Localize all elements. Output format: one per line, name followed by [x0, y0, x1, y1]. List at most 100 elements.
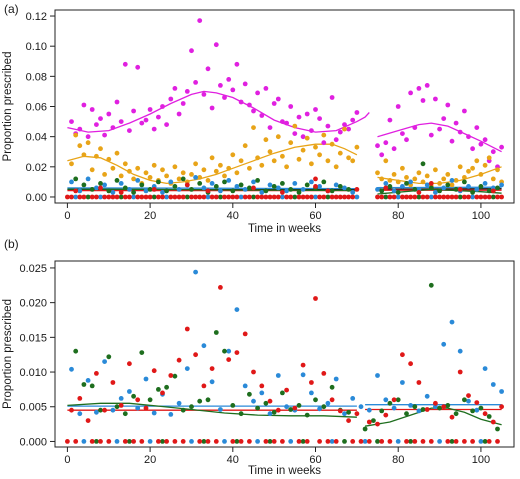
data-point: [437, 188, 442, 194]
data-point: [139, 120, 145, 126]
data-point: [470, 439, 475, 444]
data-point: [218, 285, 223, 290]
x-tick-label: 0: [64, 210, 70, 222]
data-point: [222, 439, 227, 444]
data-point: [284, 404, 289, 410]
data-point: [408, 361, 413, 367]
data-point: [457, 369, 463, 375]
data-point: [226, 194, 232, 200]
data-point: [449, 194, 455, 200]
y-tick-label: 0.10: [26, 41, 47, 53]
data-point: [395, 190, 401, 195]
data-point: [304, 135, 310, 141]
data-point: [400, 131, 405, 137]
data-point: [490, 382, 496, 387]
data-point: [325, 194, 331, 200]
data-point: [321, 194, 327, 200]
data-point: [482, 411, 488, 417]
data-point: [383, 140, 389, 146]
data-point: [114, 404, 120, 410]
data-point: [288, 140, 294, 146]
data-point: [156, 179, 161, 185]
data-point: [259, 194, 265, 200]
x-tick-label: 20: [144, 454, 156, 466]
data-point: [234, 350, 240, 355]
data-point: [201, 439, 207, 444]
data-point: [391, 188, 397, 194]
data-point: [337, 129, 343, 135]
data-point: [449, 439, 455, 444]
data-point: [337, 408, 343, 414]
data-point: [267, 149, 273, 155]
data-point: [238, 194, 244, 200]
data-point: [309, 390, 314, 396]
data-point: [106, 354, 112, 360]
data-point: [65, 194, 70, 200]
data-point: [300, 147, 306, 153]
data-point: [441, 194, 447, 200]
data-point: [106, 188, 112, 194]
data-point: [114, 194, 120, 200]
data-point: [313, 107, 318, 112]
data-point: [412, 404, 418, 410]
data-point: [230, 439, 236, 444]
data-point: [226, 178, 232, 183]
data-point: [131, 393, 137, 399]
data-point: [89, 383, 95, 389]
data-point: [189, 404, 194, 410]
data-point: [275, 134, 281, 140]
data-point: [201, 194, 207, 200]
data-point: [126, 128, 132, 134]
data-point: [296, 403, 302, 408]
data-point: [106, 156, 112, 162]
data-point: [255, 178, 260, 183]
data-point: [490, 176, 496, 182]
panel-a: (a) Time in weeks Proportion prescribed …: [2, 2, 515, 235]
data-point: [325, 158, 331, 164]
data-point: [412, 194, 418, 200]
data-point: [329, 95, 335, 100]
data-point: [445, 403, 451, 408]
data-point: [358, 439, 364, 444]
data-point: [81, 439, 87, 444]
data-point: [420, 407, 426, 412]
data-point: [131, 439, 137, 444]
data-point: [77, 126, 83, 132]
data-point: [139, 194, 145, 200]
data-point: [193, 80, 199, 85]
data-point: [114, 99, 120, 105]
data-point: [404, 175, 409, 180]
data-point: [354, 110, 360, 115]
data-point: [346, 418, 351, 423]
data-point: [135, 397, 141, 403]
data-point: [337, 184, 343, 189]
data-point: [89, 194, 95, 200]
data-point: [325, 188, 331, 194]
data-point: [118, 403, 124, 408]
data-point: [280, 194, 285, 200]
y-tick-label: 0.06: [26, 102, 47, 114]
data-point: [234, 439, 240, 444]
data-point: [89, 187, 95, 192]
data-point: [309, 380, 314, 385]
data-point: [300, 362, 306, 368]
y-tick-label: 0.015: [19, 332, 47, 344]
data-point: [73, 176, 79, 182]
data-point: [395, 179, 401, 185]
data-point: [391, 397, 397, 403]
data-point: [201, 92, 207, 97]
data-point: [350, 117, 356, 123]
data-point: [280, 390, 285, 396]
data-point: [395, 194, 401, 200]
data-point: [197, 398, 203, 404]
data-point: [234, 170, 240, 176]
data-point: [478, 439, 484, 444]
data-point: [168, 179, 174, 185]
data-point: [354, 187, 360, 192]
data-point: [486, 194, 492, 200]
data-point: [462, 179, 467, 185]
data-point: [342, 194, 347, 200]
data-point: [197, 18, 203, 23]
x-tick-label: 100: [472, 454, 490, 466]
data-point: [474, 407, 480, 413]
